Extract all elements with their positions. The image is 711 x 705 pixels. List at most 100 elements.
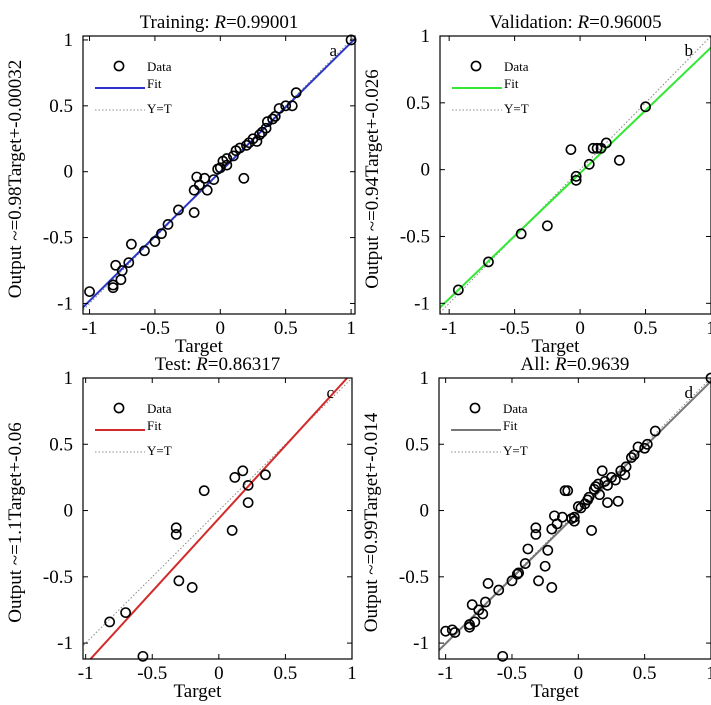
axes-box (439, 35, 711, 315)
data-point (123, 257, 135, 269)
data-point (104, 616, 116, 628)
data-point (482, 578, 494, 589)
data-point (511, 568, 523, 580)
data-point (641, 438, 653, 450)
legend: Data Fit Y=T (95, 59, 172, 116)
data-point (446, 624, 458, 636)
data-point (551, 518, 563, 530)
data-point (290, 87, 302, 99)
data-point (570, 174, 582, 186)
legend: Data Fit Y=T (95, 401, 172, 458)
data-point (280, 100, 292, 112)
y-tick-label: -0.5 (400, 226, 430, 247)
y-tick-label: -1 (57, 633, 73, 654)
data-point (539, 560, 551, 572)
x-tick-label: -0.5 (497, 663, 527, 684)
data-point (115, 274, 127, 286)
data-point (188, 207, 200, 218)
x-tick-label: 1 (706, 318, 711, 339)
data-point (261, 116, 273, 128)
x-tick-label: -1 (438, 663, 454, 684)
data-point (173, 204, 184, 216)
x-axis-label: Target (175, 336, 224, 357)
panel-letter: d (685, 383, 694, 402)
x-tick-label: 0.5 (634, 318, 658, 339)
data-point (221, 153, 233, 164)
data-point (170, 522, 182, 534)
data-point (515, 228, 527, 240)
legend-fit-label: Fit (147, 418, 162, 433)
x-tick-label: 0.5 (274, 663, 298, 684)
axes-box (438, 377, 711, 660)
x-tick-label: 1 (346, 318, 356, 339)
data-point (530, 522, 542, 534)
data-point (241, 139, 252, 151)
data-point (107, 282, 119, 294)
y-tick-label: -1 (57, 293, 73, 314)
y-tick-label: -1 (413, 633, 429, 654)
legend: Data Fit Y=T (452, 59, 529, 116)
data-point (583, 491, 595, 503)
data-point (583, 158, 595, 170)
panel-b: Validation: R=0.96005 -1 -0.5 0 0.5 1 -1 -0.5 0 0… (362, 12, 711, 357)
x-tick-label: 0.5 (274, 318, 298, 339)
data-point (260, 122, 272, 134)
identity-line (440, 36, 711, 314)
data-point (260, 469, 271, 481)
x-axis-label: Target (531, 681, 580, 702)
axes-box (82, 35, 356, 315)
fit-line (440, 46, 711, 309)
data-point (229, 472, 241, 483)
data-point (594, 489, 605, 501)
legend-data-label: Data (503, 401, 528, 416)
y-tick-label: 0 (64, 501, 74, 522)
y-tick-label: 0.5 (406, 93, 430, 114)
y-axis-label: Output ~=0.94Target+-0.026 (362, 69, 383, 288)
panel-c: Test: R=0.86317 -1 -0.5 0 0.5 1 -1 -0.5 0 0.5 1 Tar… (5, 354, 357, 702)
x-tick-label: 0 (574, 663, 584, 684)
y-axis-label: Output ~=0.99Target+-0.014 (361, 412, 382, 632)
data-point (125, 238, 137, 250)
data-point (221, 159, 233, 171)
data-point (156, 228, 167, 240)
panel-letter: b (685, 41, 694, 60)
data-point (600, 137, 612, 149)
data-point (469, 616, 481, 628)
data-point (591, 142, 603, 154)
x-tick-label: 0 (216, 318, 226, 339)
data-point (201, 184, 213, 196)
x-tick-label: 0.5 (633, 663, 657, 684)
data-point (587, 142, 599, 154)
data-point (480, 596, 491, 608)
data-point (242, 497, 254, 508)
x-axis-label: Target (532, 336, 581, 357)
data-point (522, 543, 534, 555)
y-axis-label: Output ~=0.98Target+-0.00032 (5, 60, 26, 298)
panel-a: Training: R=0.99001 -1 -0.5 0 0.5 1 -1 -0.5 0 0.5… (5, 12, 357, 357)
y-tick-label: 0.5 (405, 434, 429, 455)
x-tick-label: -1 (78, 663, 94, 684)
data-point (234, 142, 246, 154)
x-tick-label: -0.5 (137, 663, 167, 684)
data-point (483, 256, 494, 268)
panel-title: Training: R=0.99001 (140, 12, 299, 33)
data-point (466, 599, 478, 611)
data-point (267, 113, 279, 125)
y-axis-label: Output ~=1.1Target+-0.06 (5, 422, 26, 622)
legend-identity-label: Y=T (147, 443, 172, 458)
data-point (188, 184, 200, 196)
data-point (568, 511, 580, 523)
legend-data-marker (113, 60, 125, 72)
legend-data-label: Data (147, 401, 172, 416)
x-axis-label: Target (174, 681, 223, 702)
panel-title: Test: R=0.86317 (155, 354, 281, 375)
data-point (452, 284, 464, 296)
legend-identity-label: Y=T (503, 443, 528, 458)
data-point (193, 179, 205, 191)
fit-line (89, 378, 349, 659)
panel-title: Validation: R=0.96005 (489, 12, 661, 33)
data-point (619, 469, 631, 481)
y-tick-label: -0.5 (399, 567, 429, 588)
y-tick-label: 0 (421, 160, 431, 181)
legend-fit-label: Fit (147, 76, 162, 91)
